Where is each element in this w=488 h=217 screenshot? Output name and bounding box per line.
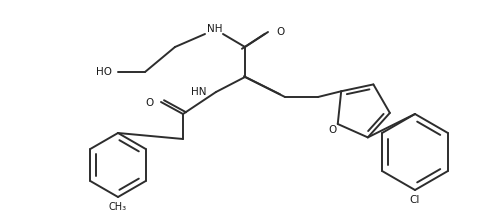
Text: O: O [145,98,154,108]
Text: O: O [275,27,284,37]
Text: Cl: Cl [409,195,419,205]
Text: CH₃: CH₃ [109,202,127,212]
Text: NH: NH [207,24,223,34]
Text: O: O [328,125,336,135]
Text: HO: HO [96,67,112,77]
Text: HN: HN [190,87,205,97]
